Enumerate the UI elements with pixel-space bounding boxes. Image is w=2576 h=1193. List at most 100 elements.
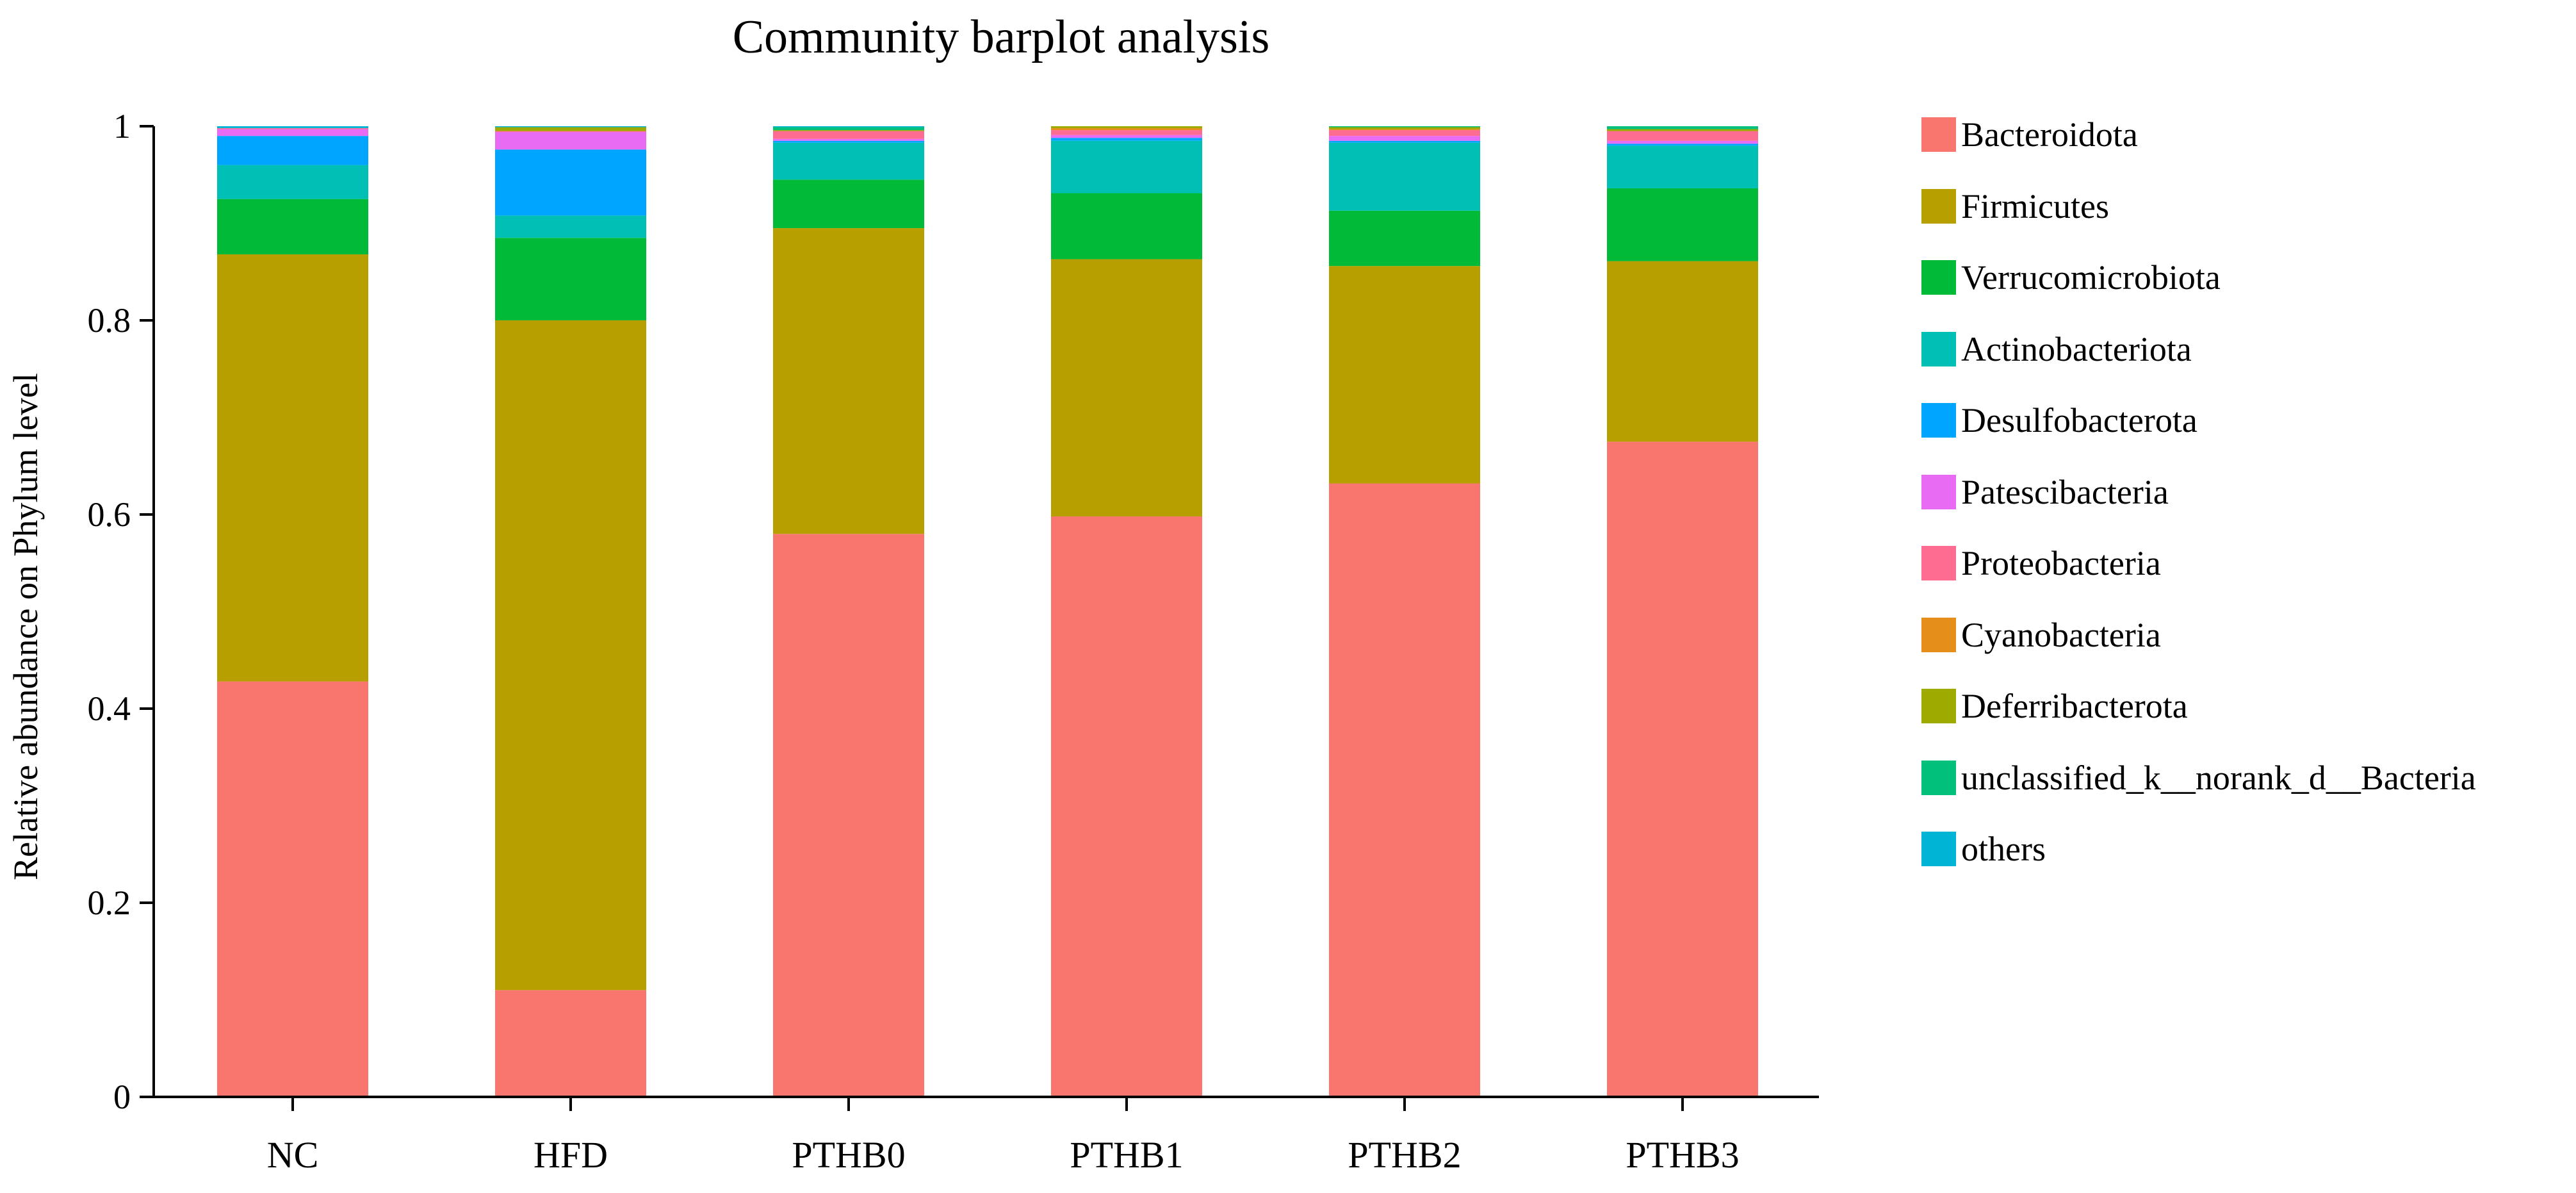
y-tick-label: 0.6	[88, 495, 131, 534]
y-tick-label: 0	[113, 1078, 131, 1116]
bar-segment-pthb3-6	[1607, 131, 1758, 141]
bar-segment-pthb2-5	[1329, 136, 1480, 141]
bar-segment-pthb0-9	[773, 127, 924, 131]
bar-segment-nc-1	[217, 254, 368, 682]
bar-segment-pthb1-8	[1051, 126, 1202, 129]
bar-segment-pthb3-5	[1607, 140, 1758, 144]
legend-swatch	[1921, 474, 1956, 509]
legend-label: Patescibacteria	[1961, 472, 2169, 511]
legend-label: Proteobacteria	[1961, 544, 2161, 582]
legend-swatch	[1921, 331, 1956, 366]
legend-swatch	[1921, 260, 1956, 295]
legend-label: Bacteroidota	[1961, 115, 2138, 154]
legend-label: Deferribacterota	[1961, 687, 2188, 725]
bar-segment-pthb0-2	[773, 179, 924, 229]
legend-label: Firmicutes	[1961, 186, 2109, 226]
legend-swatch	[1921, 689, 1956, 723]
legend-item: Proteobacteria	[1921, 544, 2161, 582]
bar-segment-pthb0-6	[773, 131, 924, 139]
bar-segment-hfd-3	[495, 215, 646, 238]
legend-swatch	[1921, 760, 1956, 795]
legend-item: Deferribacterota	[1921, 687, 2188, 725]
bar-segment-hfd-2	[495, 238, 646, 320]
bar-segment-pthb1-6	[1051, 130, 1202, 135]
legend-label: Actinobacteriota	[1961, 329, 2192, 368]
y-tick-label: 1	[113, 107, 131, 145]
x-tick-label: PTHB2	[1348, 1134, 1461, 1176]
bar-segment-pthb1-0	[1051, 516, 1202, 1097]
bar-segment-pthb3-8	[1607, 129, 1758, 131]
legend-label: others	[1961, 830, 2046, 868]
bar-segment-nc-5	[217, 129, 368, 136]
bar-segment-pthb0-1	[773, 228, 924, 534]
bar-segment-pthb2-8	[1329, 127, 1480, 129]
bar-segment-pthb3-0	[1607, 441, 1758, 1097]
bar-segment-pthb1-4	[1051, 138, 1202, 141]
bar-segment-nc-10	[217, 126, 368, 129]
x-tick-label: NC	[267, 1134, 319, 1176]
legend-label: Desulfobacterota	[1961, 401, 2197, 440]
legend-swatch	[1921, 546, 1956, 580]
bar-segment-pthb0-10	[773, 126, 924, 128]
bar-segment-nc-6	[217, 128, 368, 129]
y-tick-label: 0.2	[88, 884, 131, 922]
bar-segment-pthb0-0	[773, 534, 924, 1097]
bar-segment-nc-0	[217, 681, 368, 1097]
bar-segment-pthb2-4	[1329, 140, 1480, 143]
legend-item: Cyanobacteria	[1921, 616, 2161, 654]
bar-segment-pthb2-0	[1329, 483, 1480, 1097]
legend-label: Verrucomicrobiota	[1961, 258, 2221, 297]
legend-item: Firmicutes	[1921, 187, 2109, 226]
legend-swatch	[1921, 617, 1956, 652]
bar-segment-nc-2	[217, 199, 368, 254]
bar-segment-pthb2-1	[1329, 266, 1480, 484]
bar-segment-pthb1-1	[1051, 259, 1202, 517]
x-tick-label: PTHB1	[1070, 1134, 1183, 1176]
bar-segment-pthb2-9	[1329, 126, 1480, 128]
bar-segment-hfd-6	[495, 131, 646, 133]
bar-segment-pthb3-4	[1607, 144, 1758, 146]
bar-segment-pthb1-5	[1051, 135, 1202, 138]
legend-item: others	[1921, 830, 2046, 868]
y-tick-label: 0.4	[88, 689, 131, 728]
legend-label: unclassified_k__norank_d__Bacteria	[1961, 758, 2476, 797]
legend-item: Verrucomicrobiota	[1921, 258, 2221, 297]
legend-swatch	[1921, 832, 1956, 866]
bar-segment-hfd-4	[495, 149, 646, 216]
bar-segment-pthb2-3	[1329, 142, 1480, 211]
bars-group	[217, 126, 1758, 1097]
bar-segment-pthb0-4	[773, 140, 924, 143]
bar-segment-hfd-1	[495, 320, 646, 991]
bar-segment-hfd-5	[495, 132, 646, 150]
bar-segment-pthb0-5	[773, 138, 924, 141]
legend-item: Desulfobacterota	[1921, 401, 2197, 440]
legend-label: Cyanobacteria	[1961, 615, 2161, 654]
bar-segment-pthb0-3	[773, 142, 924, 180]
bar-segment-pthb3-2	[1607, 188, 1758, 261]
legend-swatch	[1921, 117, 1956, 152]
bar-segment-pthb1-7	[1051, 128, 1202, 131]
bar-segment-nc-3	[217, 165, 368, 199]
legend-item: Patescibacteria	[1921, 473, 2169, 511]
bar-segment-hfd-10	[495, 126, 646, 128]
bar-segment-hfd-8	[495, 127, 646, 131]
bar-segment-pthb2-7	[1329, 129, 1480, 131]
bar-segment-pthb0-8	[773, 130, 924, 131]
legend-swatch	[1921, 403, 1956, 438]
bar-segment-pthb1-3	[1051, 140, 1202, 193]
bar-segment-pthb1-2	[1051, 193, 1202, 259]
legend-item: unclassified_k__norank_d__Bacteria	[1921, 759, 2476, 797]
legend-item: Actinobacteriota	[1921, 330, 2192, 368]
bar-segment-pthb3-1	[1607, 261, 1758, 442]
legend-item: Bacteroidota	[1921, 115, 2138, 154]
bar-segment-pthb2-2	[1329, 210, 1480, 267]
bar-segment-pthb3-3	[1607, 145, 1758, 188]
bar-segment-hfd-0	[495, 990, 646, 1097]
x-tick-label: HFD	[534, 1134, 608, 1176]
axes-group: 0 0.2 0.4 0.6 0.8 1 NC HFD PTHB0 PTHB1 PTHB2 PTHB3	[88, 107, 1819, 1176]
y-axis-label: Relative abundance on Phylum level	[6, 373, 45, 880]
bar-segment-nc-4	[217, 136, 368, 165]
x-tick-label: PTHB3	[1626, 1134, 1739, 1176]
y-tick-label: 0.8	[88, 301, 131, 340]
